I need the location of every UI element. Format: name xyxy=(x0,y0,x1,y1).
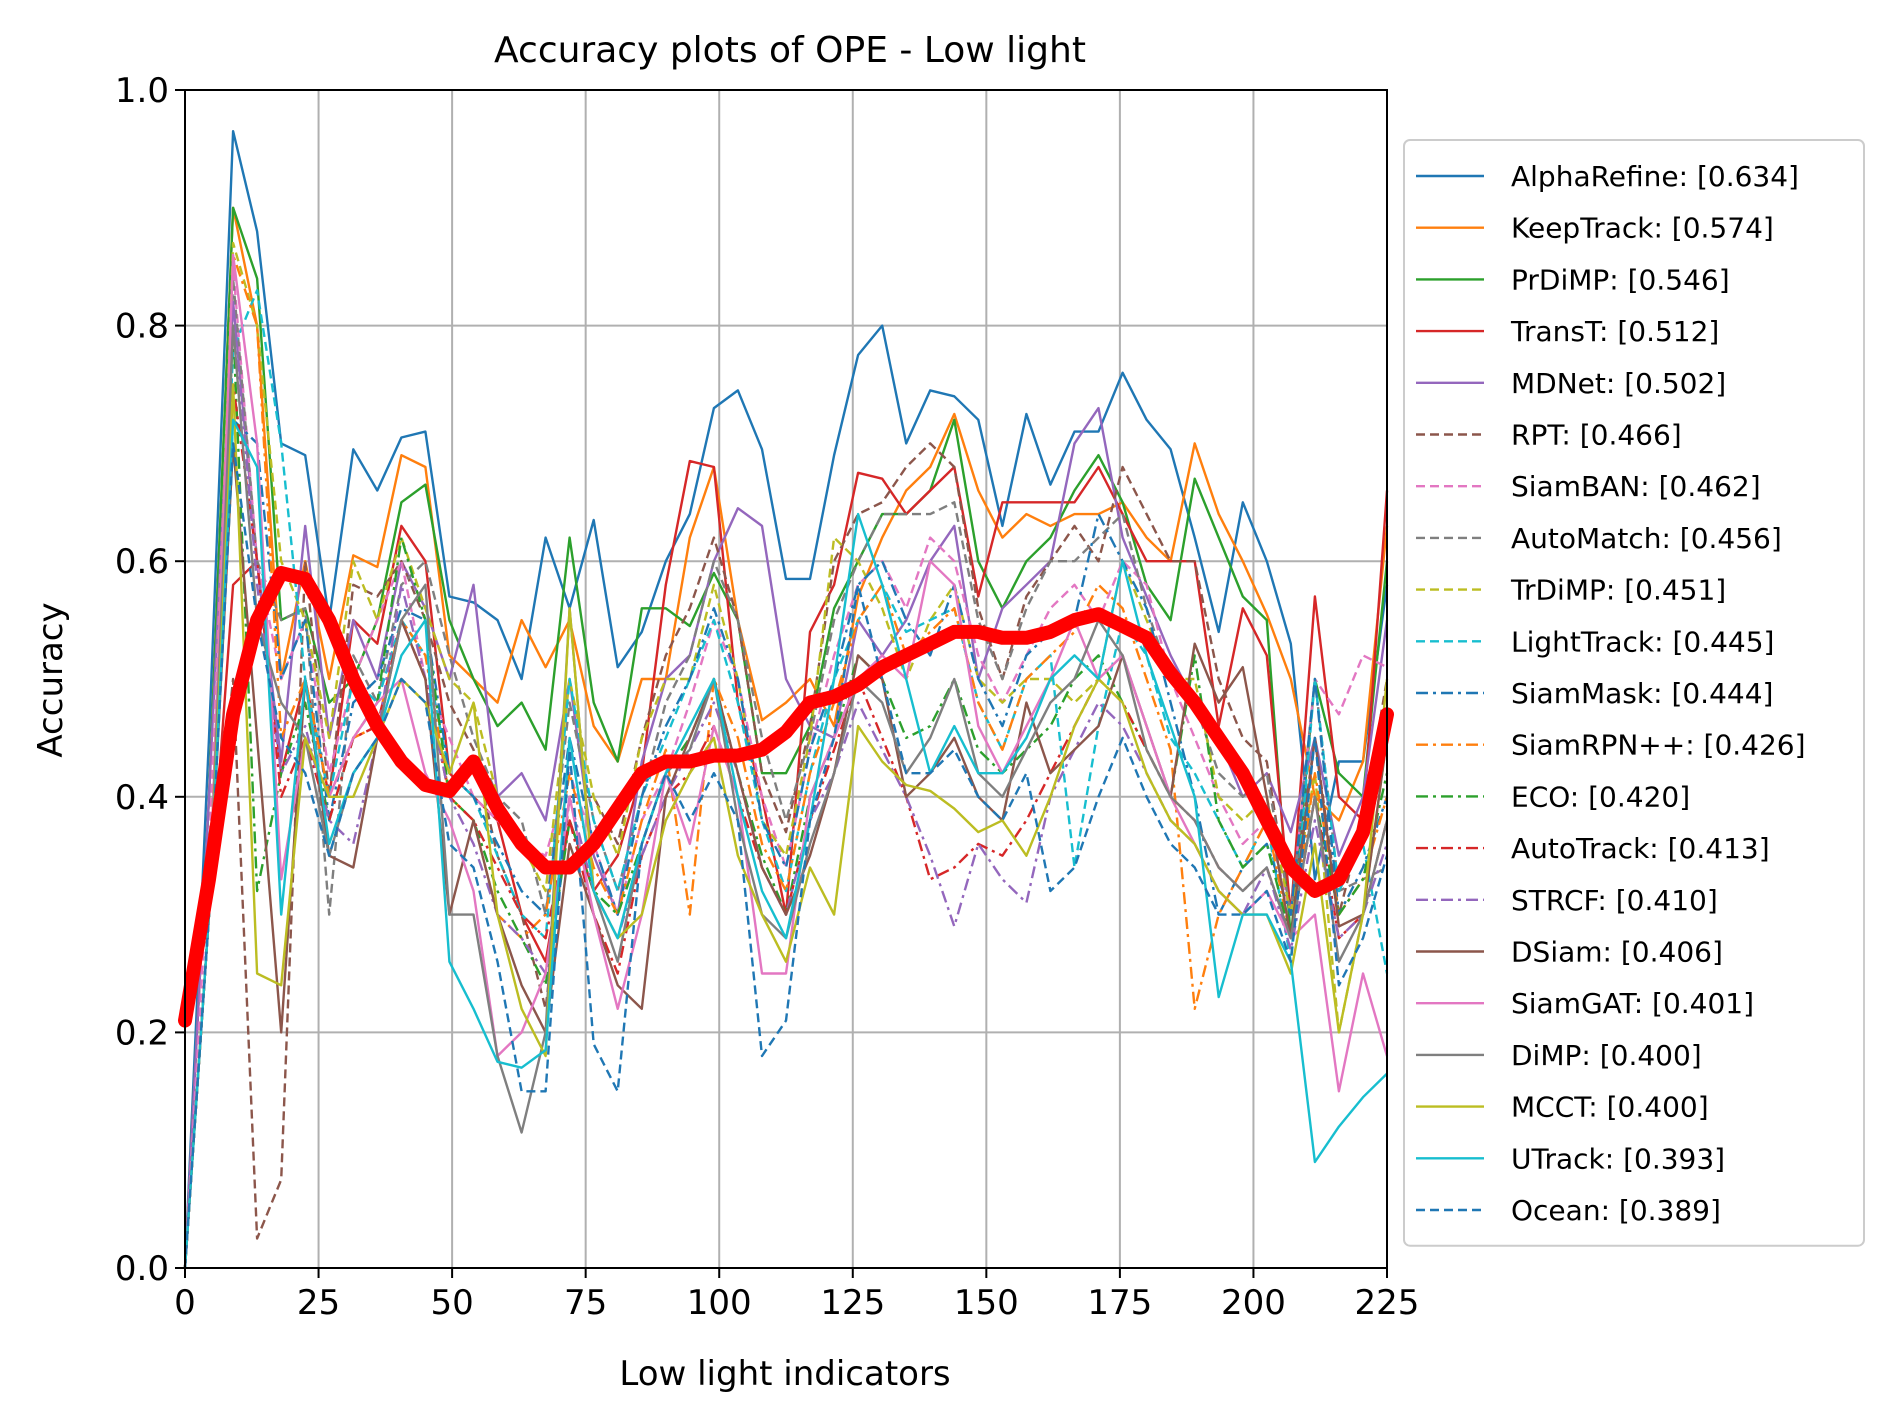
legend-label: DSiam: [0.406] xyxy=(1511,936,1723,969)
legend-label: AutoTrack: [0.413] xyxy=(1511,832,1770,865)
legend-label: RPT: [0.466] xyxy=(1511,419,1682,452)
y-axis-label: Accuracy xyxy=(31,602,71,757)
legend-label: LightTrack: [0.445] xyxy=(1511,625,1774,658)
y-tick-label: 1.0 xyxy=(115,71,169,111)
x-tick-label: 100 xyxy=(687,1283,752,1323)
legend: AlphaRefine: [0.634] KeepTrack: [0.574] Pr… xyxy=(1403,139,1865,1247)
x-tick-label: 75 xyxy=(564,1283,607,1323)
x-tick-label: 50 xyxy=(430,1283,473,1323)
plot-frame xyxy=(184,89,1388,1269)
legend-label: Ocean: [0.389] xyxy=(1511,1194,1721,1227)
x-tick-label: 175 xyxy=(1087,1283,1152,1323)
legend-box xyxy=(1403,139,1865,1247)
series-line xyxy=(183,129,1389,1269)
series-line xyxy=(183,418,1389,1269)
x-tick-label: 25 xyxy=(297,1283,340,1323)
series-line xyxy=(183,265,1388,1269)
x-tick-label: 0 xyxy=(174,1283,196,1323)
x-tick-label: 150 xyxy=(954,1283,1019,1323)
legend-label: AlphaRefine: [0.634] xyxy=(1511,160,1799,193)
x-axis-label: Low light indicators xyxy=(619,1354,950,1394)
legend-label: SiamMask: [0.444] xyxy=(1511,677,1773,710)
y-tick-label: 0.0 xyxy=(115,1249,169,1289)
legend-label: MCCT: [0.400] xyxy=(1511,1091,1709,1124)
legend-label: UTrack: [0.393] xyxy=(1511,1142,1725,1175)
series-line xyxy=(183,442,1389,1269)
series-line xyxy=(183,418,1388,1269)
x-tick-label: 200 xyxy=(1221,1283,1286,1323)
legend-label: MDNet: [0.502] xyxy=(1511,367,1726,400)
legend-label: ECO: [0.420] xyxy=(1511,780,1690,813)
series-line xyxy=(183,241,1389,1269)
legend-label: AutoMatch: [0.456] xyxy=(1511,522,1782,555)
legend-label: SiamBAN: [0.462] xyxy=(1511,470,1761,503)
average-highlight-line xyxy=(178,566,1394,1028)
legend-label: TrDiMP: [0.451] xyxy=(1510,574,1726,607)
series-line xyxy=(183,300,1389,1269)
series-line xyxy=(183,383,1389,1269)
y-tick-label: 0.2 xyxy=(115,1013,169,1053)
legend-label: SiamRPN++: [0.426] xyxy=(1511,729,1806,762)
series-line xyxy=(183,442,1389,1269)
y-tick-label: 0.8 xyxy=(115,307,169,347)
legend-label: PrDiMP: [0.546] xyxy=(1511,263,1730,296)
series-line xyxy=(183,206,1389,1269)
chart-title: Accuracy plots of OPE - Low light xyxy=(494,30,1086,71)
series-lines xyxy=(178,129,1394,1269)
series-line xyxy=(183,289,1389,1269)
series-line xyxy=(183,206,1389,1269)
axis-ticks: 0 25 50 75 100 125 150 175 200 225 0.0 0.2 0.4 0.6 0.8… xyxy=(115,71,1420,1323)
legend-label: SiamGAT: [0.401] xyxy=(1511,987,1754,1020)
legend-label: STRCF: [0.410] xyxy=(1511,884,1718,917)
series-line xyxy=(183,253,1389,1269)
series-line xyxy=(183,383,1389,1269)
y-tick-label: 0.4 xyxy=(115,778,169,818)
series-line xyxy=(183,253,1389,1269)
legend-label: KeepTrack: [0.574] xyxy=(1511,212,1774,245)
x-tick-label: 125 xyxy=(820,1283,885,1323)
series-line xyxy=(183,300,1389,1269)
legend-label: DiMP: [0.400] xyxy=(1511,1039,1702,1072)
y-tick-label: 0.6 xyxy=(115,542,169,582)
legend-label: TransT: [0.512] xyxy=(1510,315,1719,348)
x-tick-label: 225 xyxy=(1355,1283,1420,1323)
